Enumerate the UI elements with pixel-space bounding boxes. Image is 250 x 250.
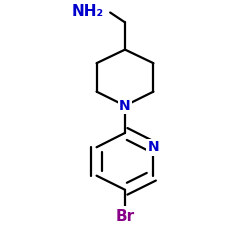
Text: N: N: [148, 140, 159, 154]
Text: NH₂: NH₂: [72, 4, 104, 19]
Text: N: N: [119, 99, 131, 113]
Text: Br: Br: [116, 209, 134, 224]
